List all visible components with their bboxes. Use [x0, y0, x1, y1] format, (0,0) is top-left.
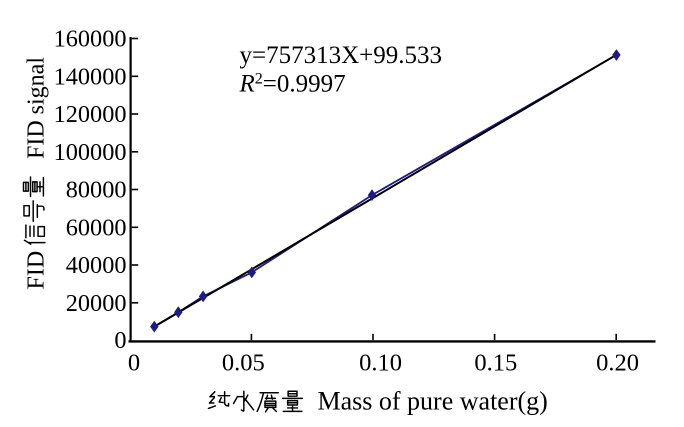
svg-text:0.05: 0.05 — [222, 350, 265, 377]
svg-text:0: 0 — [128, 350, 140, 377]
svg-text:0.10: 0.10 — [359, 350, 402, 377]
svg-text:y=757313X+99.533: y=757313X+99.533 — [240, 42, 443, 69]
svg-text:R2=0.9997: R2=0.9997 — [239, 70, 346, 97]
svg-text:0: 0 — [114, 327, 126, 354]
svg-text:FID: FID — [23, 251, 49, 290]
svg-text:160000: 160000 — [54, 26, 127, 53]
svg-text:20000: 20000 — [66, 290, 127, 317]
svg-text:60000: 60000 — [66, 214, 127, 241]
svg-text:140000: 140000 — [54, 63, 127, 90]
svg-text:80000: 80000 — [66, 177, 127, 204]
svg-text:Mass of pure water(g): Mass of pure water(g) — [318, 387, 548, 416]
svg-text:0.15: 0.15 — [474, 350, 517, 377]
svg-text:100000: 100000 — [54, 139, 127, 166]
svg-text:40000: 40000 — [66, 252, 127, 279]
svg-text:120000: 120000 — [54, 101, 127, 128]
svg-text:0.20: 0.20 — [596, 350, 639, 377]
svg-text:FID signal: FID signal — [23, 57, 49, 159]
